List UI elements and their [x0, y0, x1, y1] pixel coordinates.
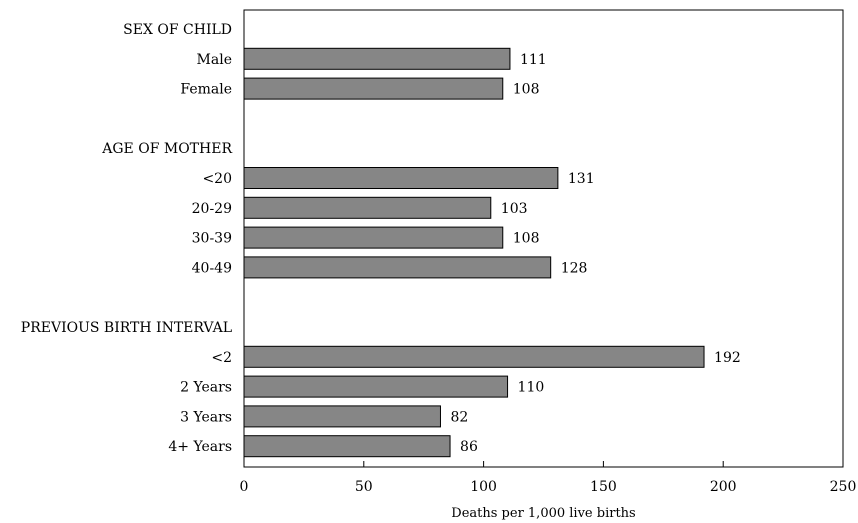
bar — [243, 196, 492, 219]
category-label: 20-29 — [192, 201, 232, 217]
x-tick-label: 100 — [470, 479, 497, 495]
group-heading: PREVIOUS BIRTH INTERVAL — [21, 320, 232, 336]
category-label: <2 — [211, 350, 232, 366]
group-heading: SEX OF CHILD — [123, 22, 232, 38]
x-tick-label: 150 — [590, 479, 617, 495]
data-label: 108 — [513, 231, 540, 247]
bar — [243, 167, 559, 189]
bar — [243, 47, 511, 70]
category-label: Female — [180, 82, 232, 98]
category-label: <20 — [202, 171, 232, 187]
data-label: 110 — [518, 380, 545, 396]
category-label: 40-49 — [192, 260, 232, 276]
category-label: Male — [197, 52, 232, 68]
category-label: 4+ Years — [168, 439, 232, 455]
bar — [243, 375, 509, 398]
bar — [243, 405, 441, 428]
data-label: 131 — [568, 171, 595, 187]
bar — [243, 435, 451, 458]
data-label: 111 — [520, 52, 547, 68]
data-label: 86 — [460, 439, 478, 455]
group-heading: AGE OF MOTHER — [101, 141, 232, 157]
category-label: 2 Years — [180, 380, 232, 396]
data-label: 128 — [561, 260, 588, 276]
bar — [243, 77, 504, 100]
data-label: 108 — [513, 82, 540, 98]
data-label: 103 — [501, 201, 528, 217]
x-axis-title: Deaths per 1,000 live births — [451, 506, 635, 521]
x-tick-label: 0 — [240, 479, 249, 495]
bar — [243, 256, 552, 279]
category-label: 30-39 — [192, 231, 232, 247]
bar — [243, 226, 504, 249]
x-tick-label: 200 — [710, 479, 737, 495]
data-label: 192 — [714, 350, 741, 366]
x-tick-label: 50 — [355, 479, 373, 495]
data-label: 82 — [450, 409, 468, 425]
chart-rows: SEX OF CHILD Male 111 Female 108 AGE OF MOTHE… — [21, 22, 741, 458]
x-tick-label: 250 — [830, 479, 857, 495]
category-label: 3 Years — [180, 409, 232, 425]
x-axis-ticks: 0 50 100 150 200 250 — [240, 461, 857, 495]
bar — [243, 345, 705, 368]
